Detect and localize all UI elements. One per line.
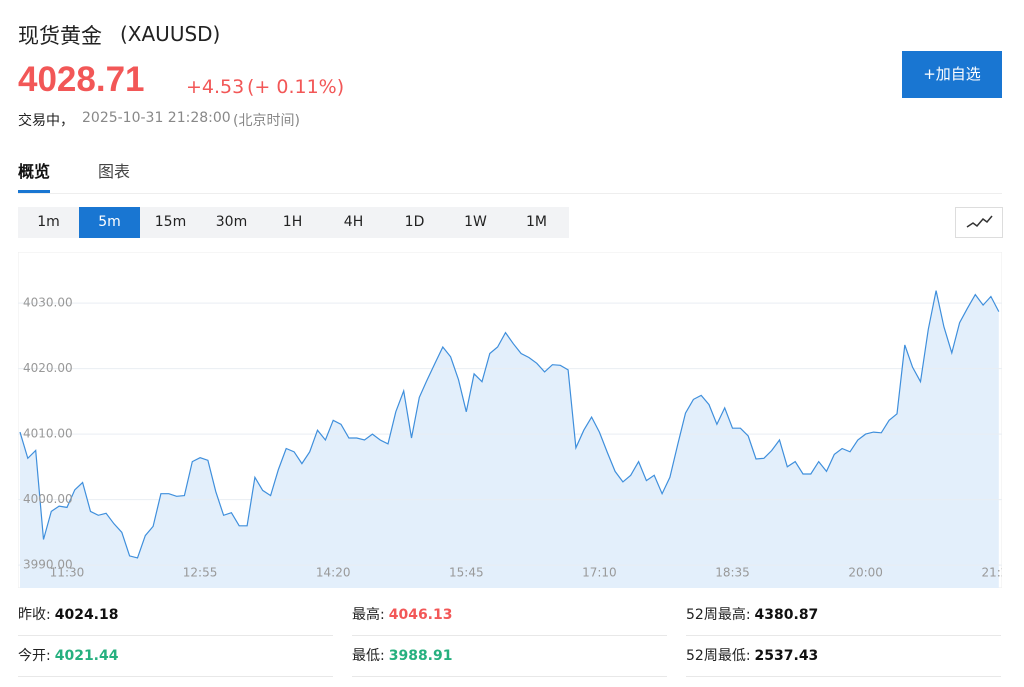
interval-button[interactable]: 5m — [79, 207, 140, 238]
x-tick-label: 15:45 — [449, 566, 484, 580]
market-status: 交易中， — [18, 113, 74, 129]
interval-bar: 1m 5m 15m 30m 1H 4H 1D 1W 1M — [18, 207, 569, 238]
stat-value: 4046.13 — [388, 607, 453, 623]
interval-button[interactable]: 1m — [37, 214, 60, 230]
interval-button[interactable]: 1M — [526, 214, 547, 230]
chart-type-icon — [966, 215, 993, 228]
tab[interactable]: 图表 — [98, 162, 131, 181]
x-tick-label: 12:55 — [183, 566, 218, 580]
stat-label: 52周最低: — [686, 648, 751, 664]
area-fill — [20, 290, 999, 588]
add-watchlist-button[interactable]: +加自选 — [902, 51, 1002, 98]
interval-button[interactable]: 1D — [404, 214, 425, 230]
x-tick-label: 17:10 — [582, 566, 617, 580]
interval-button[interactable]: 1H — [282, 214, 303, 230]
stat-cell: 今开: 4021.44 — [18, 636, 333, 677]
stat-value: 4021.44 — [54, 648, 119, 664]
x-tick-label: 14:20 — [316, 566, 351, 580]
stat-label: 昨收: — [18, 607, 51, 623]
instrument-symbol: (XAUUSD) — [120, 22, 221, 46]
interval-button[interactable]: 4H — [343, 214, 364, 230]
timezone: (北京时间) — [233, 113, 300, 129]
stat-label: 最高: — [352, 607, 385, 623]
y-tick-label: 4010.00 — [23, 427, 73, 441]
price: 4028.71 — [18, 60, 145, 99]
y-tick-label: 4020.00 — [23, 361, 73, 375]
stat-label: 最低: — [352, 648, 385, 664]
price-chart: 3990.00 4000.00 4010.00 4020.00 4030.00 11:30… — [18, 252, 1002, 588]
price-line — [19, 290, 1000, 559]
stat-label: 52周最高: — [686, 607, 751, 623]
stat-value: 4024.18 — [54, 607, 119, 623]
interval-button[interactable]: 1W — [464, 214, 487, 230]
stat-cell: 52周最低: 2537.43 — [686, 636, 1001, 677]
interval-button[interactable]: 30m — [215, 214, 248, 230]
tab[interactable]: 概览 — [18, 158, 51, 193]
stat-value: 2537.43 — [754, 648, 819, 664]
y-tick-label: 3990.00 — [23, 558, 73, 572]
price-change: +4.53 — [186, 76, 245, 98]
x-tick-label: 11:30 — [50, 566, 85, 580]
instrument-name: 现货黄金 — [18, 24, 102, 48]
interval-button[interactable]: 15m — [154, 214, 187, 230]
tabs: 概览 图表 — [18, 155, 1002, 194]
y-tick-label: 4030.00 — [23, 296, 73, 310]
x-tick-label: 18:35 — [715, 566, 750, 580]
stat-cell: 最高: 4046.13 — [352, 595, 667, 636]
x-tick-label: 21:25 — [981, 566, 1002, 580]
y-tick-label: 4000.00 — [23, 492, 73, 506]
x-tick-label: 20:00 — [848, 566, 883, 580]
stat-label: 今开: — [18, 648, 51, 664]
stat-value: 3988.91 — [388, 648, 453, 664]
price-change-pct: (+ 0.11%) — [247, 76, 345, 98]
stat-cell: 52周最高: 4380.87 — [686, 595, 1001, 636]
chart-type-button[interactable] — [955, 207, 1003, 238]
stat-value: 4380.87 — [754, 607, 819, 623]
stat-cell: 最低: 3988.91 — [352, 636, 667, 677]
quote-time: 2025-10-31 21:28:00 — [82, 110, 231, 126]
stat-cell: 昨收: 4024.18 — [18, 595, 333, 636]
